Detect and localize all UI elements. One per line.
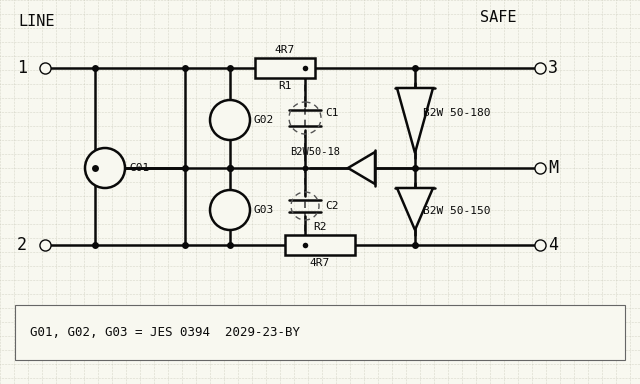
Bar bbox=[255, 58, 315, 78]
Polygon shape bbox=[348, 152, 375, 184]
Text: 1: 1 bbox=[17, 59, 27, 77]
Circle shape bbox=[210, 100, 250, 140]
Polygon shape bbox=[397, 88, 433, 153]
Text: C1: C1 bbox=[325, 108, 339, 118]
Text: 4R7: 4R7 bbox=[310, 258, 330, 268]
Text: 2: 2 bbox=[17, 236, 27, 254]
Circle shape bbox=[210, 190, 250, 230]
Text: R1: R1 bbox=[278, 81, 292, 91]
Text: SAFE: SAFE bbox=[480, 10, 516, 25]
Text: G03: G03 bbox=[254, 205, 275, 215]
Text: 4: 4 bbox=[548, 236, 558, 254]
Bar bbox=[285, 235, 355, 255]
Text: C2: C2 bbox=[325, 201, 339, 211]
Text: 4R7: 4R7 bbox=[275, 45, 295, 55]
Text: M: M bbox=[548, 159, 558, 177]
Text: G01: G01 bbox=[129, 163, 149, 173]
Text: G01, G02, G03 = JES 0394  2029-23-BY: G01, G02, G03 = JES 0394 2029-23-BY bbox=[30, 326, 300, 339]
Polygon shape bbox=[397, 188, 433, 230]
Text: B2W 50-180: B2W 50-180 bbox=[423, 108, 490, 118]
Bar bbox=[15, 305, 625, 360]
Text: 3: 3 bbox=[548, 59, 558, 77]
Text: B2W50-18: B2W50-18 bbox=[290, 147, 340, 157]
Text: G02: G02 bbox=[254, 115, 275, 125]
Circle shape bbox=[85, 148, 125, 188]
Text: LINE: LINE bbox=[18, 15, 54, 30]
Text: R2: R2 bbox=[313, 222, 327, 232]
Text: B2W 50-150: B2W 50-150 bbox=[423, 206, 490, 216]
